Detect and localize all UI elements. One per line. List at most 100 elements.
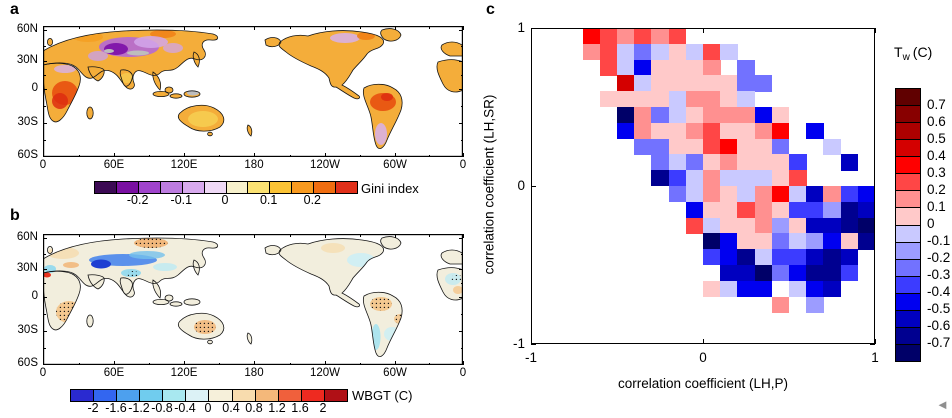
world-map-gini [43,26,463,157]
tw-colorbar-segment [896,292,920,310]
tw-title-subscript: w [902,52,910,63]
heatmap-cell [634,138,652,155]
heatmap-cell [651,138,669,155]
heatmap-cell [771,233,790,250]
heatmap-cell [668,91,687,108]
heatmap-cell [840,233,859,250]
tw-colorbar-tick-label: -0.1 [927,233,951,248]
tw-colorbar-tick-label: -0.7 [927,335,951,350]
tick-mark [43,61,47,63]
tick-mark [459,364,463,366]
tick-mark [149,154,150,157]
lon-tick-label: 60E [103,159,125,171]
lat-tick-label: 0 [31,290,38,302]
lon-tick-label: 60W [383,367,407,379]
tick-mark [395,234,397,238]
heatmap-cell [617,107,635,124]
tick-mark [459,156,463,158]
heatmap-cell [806,201,824,218]
tick-mark [78,26,80,29]
lon-tick-label: 180 [244,159,264,171]
heatmap-cell [737,59,755,76]
panel-label-a: a [10,1,19,18]
heatmap-cell [754,138,773,155]
heatmap-cell [651,28,669,45]
heatmap-cell [806,186,824,203]
heatmap-cell [754,249,773,266]
heatmap-cell [754,233,773,250]
heatmap-cell [668,107,687,124]
heatmap-cell [668,154,687,171]
heatmap-cell [703,43,721,60]
heatmap-cell [599,43,618,60]
tick-mark [43,123,47,125]
colorbar-segment [71,390,94,401]
tick-mark [360,26,361,29]
heatmap-cell [599,91,618,108]
tick-mark [78,154,80,157]
heatmap-cell [771,122,790,139]
colorbar-segment [115,182,138,193]
tw-colorbar-segment [896,224,920,242]
tick-mark [325,26,327,30]
tick-mark [531,344,536,346]
tick-mark [43,89,47,91]
heatmap-cell [737,107,755,124]
heatmap-cell [823,280,841,297]
tick-mark [429,234,430,237]
colorbar-segment [300,390,324,401]
heatmap-cell [720,138,738,155]
lon-tick-label: 0 [39,367,47,379]
colorbar-segment [269,182,292,193]
gini-anomaly-patches [52,30,396,145]
colorbar-segment [95,182,116,193]
heatmap-cell [754,75,773,92]
tick-mark [149,234,150,237]
heatmap-cell [857,233,876,250]
heatmap-cell [720,265,738,282]
heatmap-cell [685,107,704,124]
heatmap-cell [754,154,773,171]
colorbar-segment [335,182,358,193]
heatmap-cell [634,107,652,124]
heatmap-cell [789,186,807,203]
tick-mark [289,234,291,237]
heatmap-cell [737,201,755,218]
heatmap-cell [703,75,721,92]
tick-mark [459,331,463,333]
heatmap-cell [668,75,687,92]
lon-tick-label: 0 [39,159,47,171]
heatmap-cell [651,154,669,171]
colorbar-segment [137,182,160,193]
tick-mark [460,45,463,47]
heatmap-cell [599,28,618,45]
tick-mark [219,154,220,157]
c-y-tick-label: -1 [512,336,525,351]
tick-mark [43,364,47,366]
heatmap-cell [857,186,876,203]
heatmap-cell [771,201,790,218]
colorbar-tick-label: 0.8 [245,401,263,415]
tick-mark [114,234,116,238]
colorbar-segment [231,390,255,401]
heatmap-cell [823,265,841,282]
heatmap-cell [720,122,738,139]
heatmap-cell [685,75,704,92]
colorbar-tick-label: 2 [319,401,327,415]
tick-mark [43,45,46,47]
tw-colorbar-segment [896,343,920,361]
tick-mark [870,344,875,346]
lat-tick-label: 30N [16,54,38,66]
tw-colorbar-tick-label: 0.3 [927,165,946,180]
heatmap-cell [823,217,841,234]
heatmap-cell [720,201,738,218]
heatmap-cell [754,122,773,139]
heatmap-cell [823,201,841,218]
heatmap-cell [651,43,669,60]
tick-mark [43,253,46,255]
heatmap-cell [806,233,824,250]
tick-mark [360,362,361,365]
colorbar-tick-label: 0 [221,193,229,207]
heatmap-cell [685,170,704,187]
tick-mark [43,347,46,349]
